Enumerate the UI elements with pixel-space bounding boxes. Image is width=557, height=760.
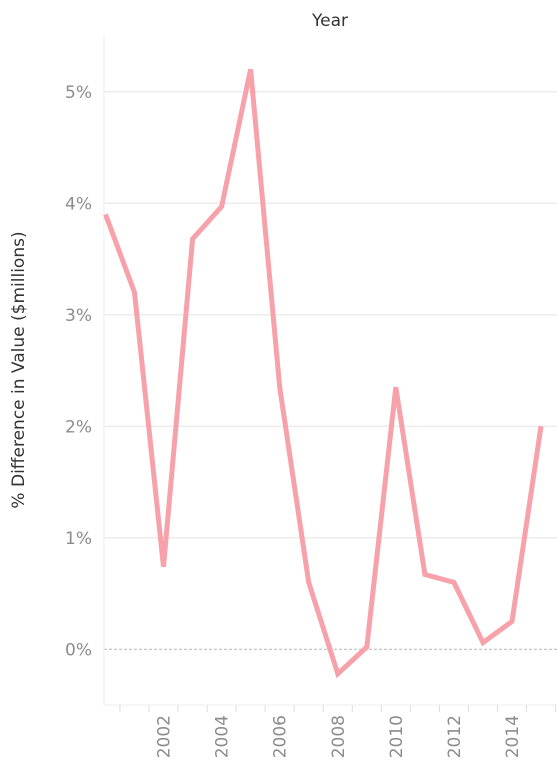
- y-tick-label: 2%: [65, 417, 92, 437]
- y-tick-label: 0%: [65, 640, 92, 660]
- series-layer: [103, 68, 544, 679]
- y-tick-label: 1%: [65, 529, 92, 549]
- x-tick-label: 2014: [503, 715, 523, 758]
- y-axis-ticks: 0% 1% 2% 3% 4% 5%: [65, 83, 92, 661]
- gridlines: [104, 91, 557, 650]
- x-tick-label: 2002: [155, 715, 175, 758]
- x-axis-title: Year: [311, 11, 348, 31]
- x-tick-label: 2004: [213, 715, 233, 758]
- y-tick-label: 3%: [65, 306, 92, 326]
- y-axis-title: % Difference in Value ($millions): [9, 231, 29, 508]
- x-tick-label: 2008: [329, 715, 349, 758]
- y-tick-label: 5%: [65, 83, 92, 103]
- chart-frame: [103, 36, 557, 706]
- series-line: [103, 68, 544, 679]
- x-tick-label: 2006: [271, 715, 291, 758]
- y-tick-label: 4%: [65, 194, 92, 214]
- x-axis-ticks: 2002 2004 2006 2008 2010 2012 2014: [119, 705, 557, 758]
- x-tick-label: 2010: [387, 715, 407, 758]
- x-tick-label: 2012: [445, 715, 465, 758]
